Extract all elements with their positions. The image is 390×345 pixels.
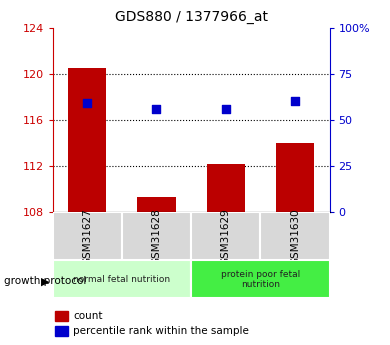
Bar: [207, 164, 245, 212]
Bar: [261, 212, 330, 260]
Bar: [53, 260, 191, 298]
Text: GSM31627: GSM31627: [82, 208, 92, 265]
Bar: [137, 197, 176, 212]
Text: GSM31628: GSM31628: [151, 208, 161, 265]
Text: count: count: [73, 311, 103, 321]
Text: growth protocol: growth protocol: [4, 276, 86, 286]
Point: [153, 106, 160, 111]
Point: [292, 99, 298, 104]
Text: normal fetal nutrition: normal fetal nutrition: [73, 275, 170, 284]
Text: protein poor fetal
nutrition: protein poor fetal nutrition: [221, 270, 300, 289]
Title: GDS880 / 1377966_at: GDS880 / 1377966_at: [115, 10, 268, 24]
Bar: [122, 212, 191, 260]
Text: percentile rank within the sample: percentile rank within the sample: [73, 326, 249, 336]
Bar: [191, 212, 261, 260]
Point: [84, 100, 90, 106]
Point: [223, 106, 229, 111]
Bar: [55, 326, 68, 336]
Bar: [68, 68, 106, 212]
Text: GSM31630: GSM31630: [290, 208, 300, 265]
Bar: [191, 260, 330, 298]
Bar: [276, 143, 314, 212]
Bar: [53, 212, 122, 260]
Text: ▶: ▶: [41, 276, 49, 286]
Text: GSM31629: GSM31629: [221, 208, 231, 265]
Bar: [55, 311, 68, 321]
